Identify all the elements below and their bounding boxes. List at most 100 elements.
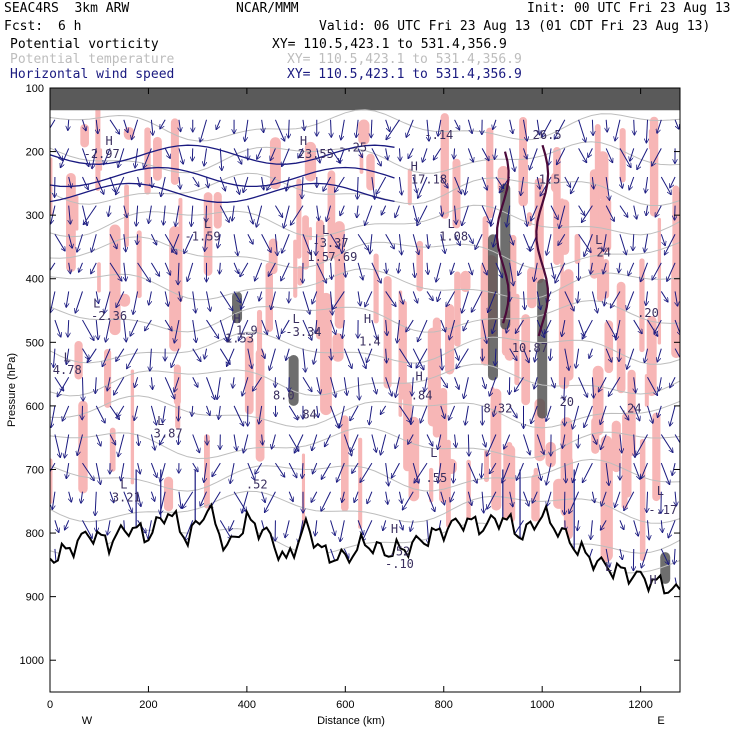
wind-vector <box>467 462 477 483</box>
y-tick-label: 200 <box>26 147 44 159</box>
extremum-label: H <box>416 369 423 383</box>
wind-vector <box>588 148 593 157</box>
wind-vector <box>494 148 495 159</box>
wind-vector <box>610 291 621 307</box>
wind-vector <box>410 520 413 531</box>
wind-vector <box>413 262 415 278</box>
wind-vector <box>509 348 517 361</box>
wind-vector <box>178 405 179 421</box>
wind-vector <box>242 491 249 514</box>
wind-vector <box>91 262 97 274</box>
wind-vector <box>454 176 462 194</box>
wind-vector <box>495 176 504 189</box>
wind-vector <box>657 405 662 418</box>
wind-vector <box>330 377 336 397</box>
wind-vector <box>532 491 538 503</box>
wind-vector <box>150 434 155 451</box>
pv-shade-pink <box>558 285 570 389</box>
wind-vector <box>634 377 636 392</box>
wind-vector <box>652 262 662 280</box>
wind-vector <box>548 148 551 165</box>
terrain <box>50 502 680 692</box>
wind-vector <box>590 262 592 274</box>
wind-vector <box>578 377 588 397</box>
extremum-label: 1.08 <box>439 230 468 244</box>
wind-vector <box>66 291 69 307</box>
wind-vector <box>92 148 97 168</box>
wind-vector <box>406 119 414 137</box>
wind-vector <box>302 176 303 199</box>
wind-vector <box>467 234 473 243</box>
wind-vector <box>557 148 566 164</box>
wind-vector <box>540 176 552 196</box>
valid-time: Valid: 06 UTC Fri 23 Aug 13 (01 CDT Fri … <box>319 19 711 34</box>
wind-vector <box>233 234 238 255</box>
wind-vector <box>633 319 642 334</box>
wind-vector <box>523 434 530 455</box>
wind-vector <box>109 491 114 503</box>
pv-shade-pink <box>297 265 303 286</box>
wind-vector <box>138 462 141 474</box>
wind-vector <box>462 205 469 226</box>
wind-vector <box>267 176 276 190</box>
extremum-label: 1.5 <box>307 250 329 264</box>
wind-vector <box>550 377 555 387</box>
extremum-label: H <box>300 134 307 148</box>
wind-vector <box>467 148 473 162</box>
wind-vector <box>148 520 152 538</box>
wind-vector <box>269 348 276 371</box>
x-tick-label: 600 <box>336 699 354 711</box>
wind-vector <box>69 205 71 225</box>
wind-vector <box>386 119 400 140</box>
wind-vector <box>550 348 551 361</box>
pv-shade-pink <box>616 281 626 394</box>
wind-vector <box>335 176 345 192</box>
wind-vector <box>619 262 620 273</box>
wind-vector <box>534 262 538 282</box>
wind-vector <box>281 262 290 281</box>
extremum-label: 7.69 <box>328 250 357 264</box>
center-name: NCAR/MMM <box>236 1 299 16</box>
wind-vector <box>674 548 675 564</box>
wind-vector <box>440 491 445 505</box>
wind-vector <box>414 462 428 483</box>
extremum-label: -2.36 <box>91 309 127 323</box>
pv-shade-pink <box>144 127 151 195</box>
wind-vector <box>408 148 414 158</box>
extremum-label: -.10 <box>385 557 414 571</box>
wind-vector <box>54 434 60 458</box>
wind-vector <box>564 291 574 310</box>
wind-vector <box>212 462 221 476</box>
wind-vector <box>109 405 119 420</box>
wind-vector <box>598 377 607 392</box>
wind-vector <box>449 405 456 420</box>
wind-vector <box>124 262 126 281</box>
wind-vector <box>68 234 73 248</box>
wind-vector <box>426 291 433 300</box>
pv-shade-pink <box>407 168 412 206</box>
wind-vector <box>491 205 497 227</box>
wind-vector <box>655 205 662 217</box>
wind-vector <box>386 262 387 274</box>
wind-vector <box>150 348 152 371</box>
wind-vector <box>274 205 282 218</box>
wind-vector <box>206 291 211 311</box>
wind-vector <box>204 148 207 166</box>
wind-vector <box>192 405 193 416</box>
wind-vector <box>371 319 377 339</box>
wind-vector <box>82 119 86 131</box>
pv-shade-pink <box>170 118 179 185</box>
wind-vector <box>633 234 634 250</box>
wind-vector <box>385 119 390 132</box>
wind-vector <box>424 377 427 391</box>
wind-vector <box>633 520 639 536</box>
wind-vector <box>253 377 263 391</box>
wind-vector <box>109 434 116 445</box>
wind-vector <box>192 434 200 453</box>
extremum-label: .20 <box>637 306 659 320</box>
wind-vector <box>207 405 210 416</box>
wind-vector <box>647 377 658 395</box>
wind-vector <box>360 462 373 482</box>
extremum-label: .24 <box>620 401 642 415</box>
wind-vector <box>268 262 276 276</box>
